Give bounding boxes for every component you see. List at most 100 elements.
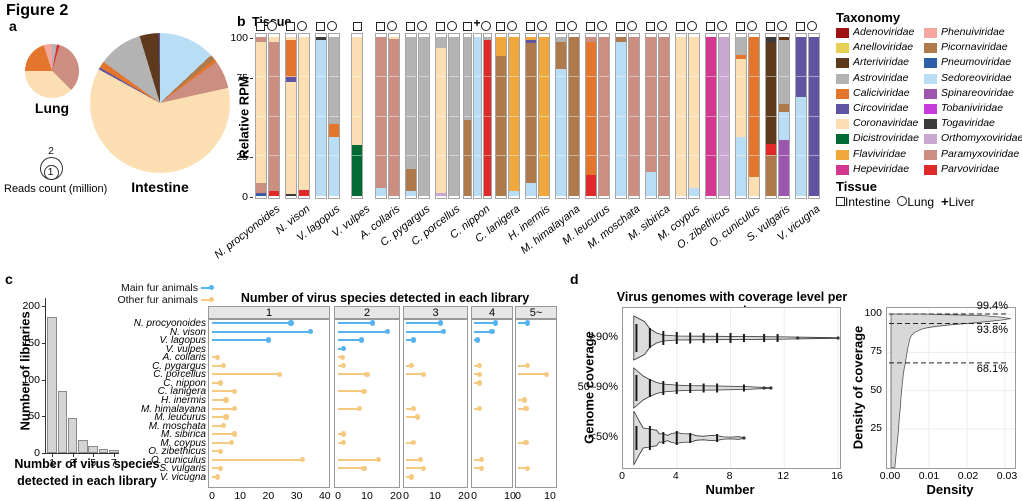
bar-segment — [508, 37, 519, 192]
density-x-tick-label: 0.02 — [957, 470, 979, 482]
bar-segment — [735, 54, 746, 60]
bar-segment — [328, 137, 339, 196]
lollipop-stem — [212, 450, 221, 453]
tissue-intestine-icon — [376, 22, 385, 31]
bar-gridline — [675, 155, 686, 157]
lollipop-dot — [476, 371, 483, 377]
bar-gridline — [448, 75, 459, 77]
legend-other-marker-line — [201, 299, 213, 301]
lollipop-dot — [438, 320, 444, 326]
lollipop-dot — [276, 371, 283, 377]
lollipop-stem — [338, 390, 365, 393]
x-axis-tick-mark — [113, 454, 115, 457]
taxonomy-item-label: Astroviridae — [853, 71, 909, 84]
bar-segment — [778, 111, 789, 141]
violin-data-tick — [742, 384, 745, 392]
bar-segment — [778, 37, 789, 41]
bar-frame-intestine — [734, 33, 747, 199]
bar-gridline — [298, 75, 309, 77]
bar-segment — [255, 192, 266, 195]
legend-main-marker-dot — [209, 285, 214, 290]
bar-gridline — [658, 115, 669, 117]
tissue-lung-icon — [657, 21, 667, 31]
bar-segment — [435, 192, 446, 196]
lollipop-stem — [338, 407, 360, 410]
lollipop-species-label: M. himalayana — [140, 403, 206, 415]
lollipop-stem — [474, 330, 492, 333]
facet-strip: 4 — [471, 306, 513, 319]
facet-panel — [334, 319, 400, 488]
lollipop-stem — [406, 339, 414, 342]
lollipop-species-label: C. nippon — [163, 377, 206, 389]
bar-segment — [675, 37, 686, 196]
facet-panel — [471, 319, 513, 488]
lollipop-stem — [338, 458, 379, 461]
x-axis-tick-label: 3 — [69, 457, 76, 469]
taxonomy-item-label: Paramyxoviridae — [941, 147, 1020, 160]
violin-data-tick — [702, 333, 705, 343]
lollipop-dot — [492, 320, 499, 326]
taxonomy-swatch — [924, 119, 937, 130]
bar-gridline — [418, 75, 429, 77]
tissue-intestine-icon — [406, 22, 415, 31]
x-axis-tick-label: 0 — [209, 490, 215, 501]
bar-gridline — [765, 75, 776, 77]
lollipop-stem — [518, 322, 528, 324]
x-axis-tick-label: 10 — [544, 490, 556, 501]
lollipop-dot — [308, 328, 314, 335]
lollipop-dot — [478, 465, 484, 472]
lollipop-stem — [338, 322, 373, 324]
bar-frame-lung — [747, 33, 760, 199]
bar-gridline — [718, 75, 729, 77]
bar-gridline — [435, 155, 446, 157]
tissue-lung-icon — [297, 21, 307, 31]
lollipop-dot — [217, 380, 224, 386]
lollipop-stem — [518, 407, 526, 410]
bar-frame-lung — [482, 33, 492, 199]
bar-gridline — [538, 155, 549, 157]
histogram-bar — [67, 417, 78, 453]
bar-segment — [375, 37, 386, 189]
bar-segment — [315, 37, 326, 41]
bar-gridline — [525, 115, 536, 117]
lollipop-stem — [406, 467, 424, 470]
bar-segment — [688, 188, 699, 196]
lollipop-dot — [476, 380, 483, 386]
bar-gridline — [375, 115, 386, 117]
histogram-y-axis-line — [45, 298, 46, 453]
bar-gridline — [328, 115, 339, 117]
taxonomy-swatch — [836, 28, 849, 38]
lollipop-dot — [476, 363, 483, 369]
bar-frame-lung — [567, 33, 580, 199]
legend-main-fur-animals: Main fur animals — [120, 282, 198, 294]
bar-segment — [765, 41, 776, 144]
lollipop-stem — [338, 467, 365, 470]
lollipop-stem — [338, 364, 344, 367]
taxonomy-swatch — [836, 58, 849, 69]
lollipop-stem — [474, 322, 496, 324]
y-axis-tick-label: 100 — [22, 373, 40, 386]
taxonomy-swatch — [924, 43, 937, 54]
bar-segment — [285, 37, 296, 41]
size-legend-outer-value: 2 — [48, 145, 54, 157]
lollipop-stem — [406, 441, 414, 444]
lollipop-species-label: V. lagopus — [159, 335, 206, 347]
bar-gridline — [808, 115, 819, 117]
libraries-histogram: 0 50 100 150 200 1 3 5 7 — [0, 0, 250, 501]
tissue-intestine-icon — [616, 22, 625, 31]
bar-segment — [585, 175, 596, 196]
violin-data-tick — [648, 426, 651, 450]
tissue-intestine-icon — [646, 22, 655, 31]
lollipop-stem — [406, 458, 421, 461]
panel-c-label: c — [5, 271, 13, 287]
bar-gridline — [585, 75, 596, 77]
lollipop-species-label: M. sibirica — [160, 429, 206, 441]
bar-segment — [352, 37, 362, 146]
bar-segment — [328, 37, 339, 125]
bar-gridline — [448, 115, 459, 117]
bar-gridline — [748, 75, 759, 77]
panel-a-label: a — [9, 18, 17, 34]
bar-frame-intestine — [614, 33, 627, 199]
bar-segment — [705, 37, 716, 196]
bar-gridline — [315, 115, 326, 117]
